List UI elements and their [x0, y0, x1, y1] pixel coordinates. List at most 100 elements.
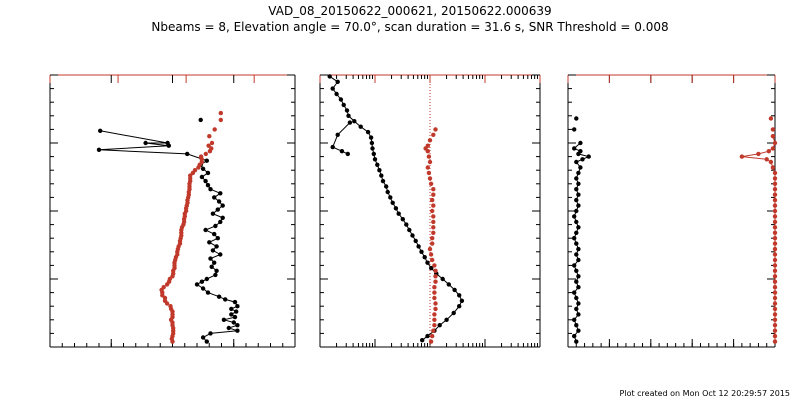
wind-series-0-point — [205, 170, 211, 176]
residual-series-2-point — [772, 252, 778, 257]
residual-series-2-point — [772, 339, 778, 344]
wind-series-0-point — [229, 312, 234, 317]
wind-series-2-point — [218, 117, 223, 123]
snr-series-2-point — [433, 268, 438, 273]
wind-series-0-line — [98, 130, 239, 342]
snr-series-2-point — [432, 290, 437, 295]
residual-series-0-point — [574, 208, 579, 214]
snr-series-0-point — [457, 304, 462, 309]
residual-series-2-point — [756, 151, 761, 157]
snr-series-0-point — [425, 260, 430, 265]
residual-series-0-point — [586, 154, 591, 159]
residual-series-2-point — [772, 268, 778, 273]
residual-series-3-point — [770, 127, 776, 132]
snr-series-2-point — [427, 176, 433, 181]
snr-series-0-point — [400, 217, 405, 222]
residual-panel — [567, 74, 778, 348]
wind-series-0-point — [212, 260, 217, 265]
wind-series-0-point — [214, 244, 219, 249]
residual-series-0-point — [576, 312, 581, 317]
wind-series-0-point — [235, 304, 240, 309]
residual-series-0-point — [574, 241, 579, 246]
snr-series-2-point — [432, 285, 437, 290]
residual-series-3-point — [768, 116, 774, 121]
snr-series-0-point — [372, 157, 378, 162]
snr-series-0-point — [375, 162, 380, 167]
residual-series-2-point — [772, 241, 778, 246]
wind-series-2-point — [188, 173, 193, 178]
wind-series-0-point — [232, 299, 238, 305]
residual-series-2-point — [770, 146, 776, 151]
residual-series-2-point — [772, 263, 778, 268]
snr-series-2-point — [423, 146, 428, 151]
snr-series-2-point — [430, 241, 435, 246]
residual-series-2-point — [772, 290, 778, 295]
wind-series-0-point — [199, 174, 205, 180]
residual-series-2-point — [772, 285, 778, 290]
wind-series-1-point — [198, 117, 203, 123]
snr-series-2-point — [431, 219, 436, 225]
residual-series-0-point — [576, 170, 581, 176]
snr-series-2-point — [428, 339, 434, 344]
wind-series-0-point — [221, 317, 227, 322]
residual-series-2-point — [772, 274, 778, 279]
snr-series-0-point — [352, 119, 357, 124]
snr-series-0-point — [420, 338, 425, 343]
snr-series-0-point — [404, 222, 409, 227]
snr-series-0-point — [379, 173, 384, 178]
snr-series-0-point — [334, 91, 339, 97]
wind-series-0-point — [220, 203, 225, 208]
wind-series-0-point — [194, 282, 200, 287]
residual-series-2-point — [772, 170, 778, 176]
snr-panel — [319, 74, 541, 348]
wind-series-0-point — [199, 279, 205, 284]
snr-series-2-point — [427, 159, 433, 165]
wind-series-0-point — [205, 183, 211, 188]
snr-series-2-point — [428, 181, 434, 186]
wind-series-2-point — [212, 127, 217, 132]
residual-series-0-point — [576, 328, 581, 333]
snr-series-0-point — [407, 227, 412, 233]
wind-series-0-point — [218, 219, 223, 225]
wind-series-2-point — [206, 143, 211, 148]
residual-series-0-point — [576, 285, 581, 290]
wind-series-0-point — [215, 236, 220, 241]
wind-series-0-point — [218, 191, 223, 196]
snr-series-2-point — [430, 208, 435, 214]
wind-series-0-point — [204, 276, 209, 282]
snr-series-0-point — [365, 129, 371, 135]
snr-series-2-point — [432, 323, 437, 328]
residual-series-2-point — [772, 208, 778, 214]
wind-series-0-point — [218, 252, 223, 257]
residual-series-0-point — [574, 268, 579, 273]
residual-series-0-point — [572, 263, 577, 268]
snr-series-0-point — [335, 79, 340, 85]
wind-series-0-point — [204, 158, 209, 163]
residual-series-0-point — [574, 219, 579, 225]
residual-series-0-point — [574, 295, 579, 301]
wind-series-0-point — [165, 140, 170, 146]
residual-series-2-point — [770, 165, 776, 170]
snr-series-0-point — [440, 276, 445, 282]
snr-series-2-point — [433, 127, 438, 132]
snr-series-1-point — [330, 144, 335, 150]
residual-series-2-point — [772, 225, 778, 230]
wind-series-2-point — [218, 110, 223, 116]
residual-series-2-point — [772, 317, 778, 322]
wind-series-2-point — [198, 154, 204, 159]
wind-series-0-point — [208, 331, 213, 336]
snr-series-2-point — [432, 312, 437, 317]
snr-series-0-point — [358, 124, 363, 129]
snr-series-2-point — [428, 252, 434, 257]
residual-series-0-point — [574, 176, 579, 181]
wind-series-0-point — [208, 187, 213, 192]
residual-series-2-point — [772, 257, 778, 263]
residual-series-2-point — [772, 203, 778, 208]
snr-series-0-point — [393, 206, 399, 211]
snr-series-0-point — [371, 151, 376, 157]
wind-series-0-point — [232, 314, 238, 320]
residual-series-0-point — [574, 197, 579, 203]
snr-series-2-point — [432, 295, 437, 301]
residual-series-2-point — [772, 312, 778, 317]
residual-series-2-point — [772, 187, 778, 192]
